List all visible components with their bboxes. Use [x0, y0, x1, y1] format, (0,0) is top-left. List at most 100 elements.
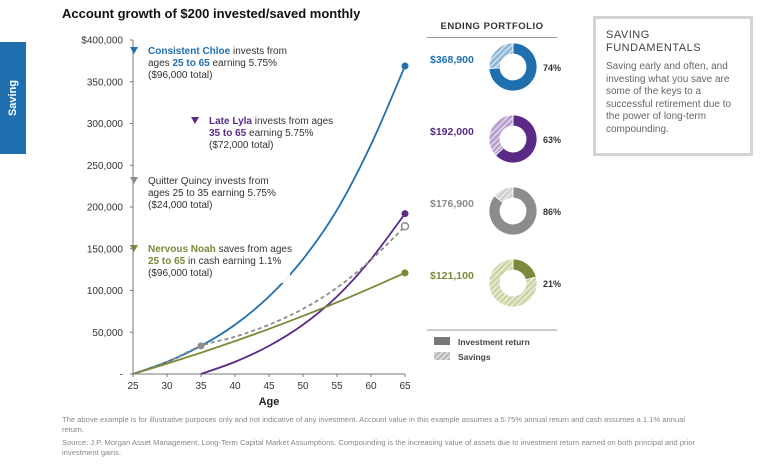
x-axis-title: Age: [259, 396, 280, 408]
annotation-run: 25 to 65: [172, 58, 210, 69]
annotation-run: 35 to 65: [209, 128, 247, 139]
annotation-backing: [207, 114, 351, 155]
annotation-line: ages 25 to 65 earning 5.75%: [148, 58, 277, 69]
y-tick-label: 200,000: [87, 203, 124, 214]
donut-savings-slice: [488, 258, 538, 308]
series-end-marker-quitter-quincy: [400, 222, 410, 231]
donut-investment-return-slice: [488, 42, 538, 92]
x-tick-label: 60: [365, 381, 377, 392]
annotation-line: 25 to 65 in cash earning 1.1%: [148, 256, 282, 267]
growth-chart: - 50,000 100,000 150,000 200,000 250,000 300,0…: [81, 36, 411, 409]
y-tick-label: 150,000: [87, 244, 124, 255]
annotation-run: Nervous Noah: [148, 244, 216, 255]
donut-investment-return-slice: [488, 186, 538, 236]
chart-title: Account growth of $200 invested/saved mo…: [62, 6, 361, 21]
y-tick-label: 350,000: [87, 77, 124, 88]
portfolio-value: $368,900: [430, 54, 474, 66]
portfolio-row: $192,000 63%: [430, 114, 561, 164]
annotation-run: ages: [148, 58, 172, 69]
y-tick-label: -: [120, 370, 123, 381]
quincy-stop-marker: [197, 342, 205, 350]
portfolio-percent: 21%: [543, 279, 561, 289]
ending-portfolio-rule: [427, 37, 557, 38]
portfolio-row: $121,100 21%: [430, 258, 561, 308]
x-tick-label: 40: [229, 381, 241, 392]
x-tick-label: 25: [127, 381, 139, 392]
donut-investment-return-slice: [512, 258, 537, 281]
legend-swatch: [434, 352, 450, 360]
annotation-run: invests from ages: [252, 116, 333, 127]
annotation-run: earning 5.75%: [210, 58, 277, 69]
portfolio-percent: 63%: [543, 135, 561, 145]
annotation-marker-icon: [130, 245, 138, 252]
annotation-run: in cash earning 1.1%: [185, 256, 281, 267]
portfolio-percent: 86%: [543, 207, 561, 217]
legend-label: Investment return: [458, 337, 530, 347]
annotation-marker-icon: [191, 117, 199, 124]
portfolio-value: $121,100: [430, 270, 474, 282]
annotation-line: ($72,000 total): [209, 140, 274, 151]
y-tick-label: $400,000: [81, 36, 123, 47]
x-tick-label: 65: [399, 381, 411, 392]
legend-swatch: [434, 337, 450, 345]
y-tick-label: 300,000: [87, 119, 124, 130]
saving-fundamentals-title: SAVING FUNDAMENTALS: [606, 29, 702, 54]
donut-savings-slice: [493, 186, 514, 204]
x-tick-label: 30: [161, 381, 173, 392]
section-tab[interactable]: Saving: [0, 42, 26, 154]
annotation-run: ($96,000 total): [148, 268, 213, 279]
annotation-run: ages 25 to 35 earning 5.75%: [148, 188, 276, 199]
series-end-marker-consistent-chloe: [401, 62, 409, 70]
footnote-disclaimer: The above example is for illustrative pu…: [62, 415, 686, 434]
footnote-source: Source: J.P. Morgan Asset Management, Lo…: [62, 438, 696, 457]
annotation-run: earning 5.75%: [246, 128, 313, 139]
donut-savings-slice: [488, 42, 514, 69]
annotation-line: ($96,000 total): [148, 70, 213, 81]
annotation-line: ages 25 to 35 earning 5.75%: [148, 188, 276, 199]
annotation-line: Nervous Noah saves from ages: [148, 244, 292, 255]
ending-portfolio-title: ENDING PORTFOLIO: [440, 21, 544, 32]
portfolio-row: $176,900 86%: [430, 186, 561, 236]
donut-investment-return-slice: [494, 114, 538, 164]
saving-fundamentals-text: Saving early and often, and investing wh…: [606, 61, 732, 135]
legend-label: Savings: [458, 352, 491, 362]
portfolio-value: $176,900: [430, 198, 474, 210]
series-line-consistent-chloe: [132, 65, 406, 375]
series-line-nervous-noah: [132, 272, 406, 375]
annotation-backing: [146, 174, 290, 215]
annotation-run: invests from: [212, 176, 269, 187]
annotation-run: Late Lyla: [209, 116, 252, 127]
x-tick-label: 45: [263, 381, 275, 392]
x-tick-label: 50: [297, 381, 309, 392]
series-end-marker-late-lyla: [401, 210, 409, 218]
x-tick-label: 35: [195, 381, 207, 392]
annotation-run: Quitter Quincy: [148, 176, 212, 187]
annotation-backing: [146, 44, 290, 85]
annotation-run: Consistent Chloe: [148, 46, 231, 57]
annotation-run: saves from ages: [216, 244, 292, 255]
annotation-backing: [146, 242, 290, 283]
x-tick-label: 55: [331, 381, 343, 392]
annotation-line: Quitter Quincy invests from: [148, 176, 269, 187]
annotation-marker-icon: [130, 177, 138, 184]
ending-portfolio-panel: $368,900 74% $192,000 63% $176,900 86% $121,10…: [427, 42, 561, 362]
annotation-run: 25 to 65: [148, 256, 186, 267]
saving-fundamentals-box: SAVING FUNDAMENTALS Saving early and oft…: [593, 16, 753, 156]
annotation-run: invests from: [230, 46, 287, 57]
y-tick-label: 50,000: [92, 328, 123, 339]
annotation-line: ($24,000 total): [148, 200, 213, 211]
series-end-marker-nervous-noah: [401, 269, 409, 277]
annotation-line: Late Lyla invests from ages: [209, 116, 333, 127]
annotation-run: ($24,000 total): [148, 200, 213, 211]
portfolio-row: $368,900 74%: [430, 42, 561, 92]
y-tick-label: 250,000: [87, 161, 124, 172]
series-line-late-lyla: [200, 213, 406, 375]
annotation-marker-icon: [130, 47, 138, 54]
portfolio-value: $192,000: [430, 126, 474, 138]
annotation-line: Consistent Chloe invests from: [148, 46, 287, 57]
annotation-run: ($96,000 total): [148, 70, 213, 81]
